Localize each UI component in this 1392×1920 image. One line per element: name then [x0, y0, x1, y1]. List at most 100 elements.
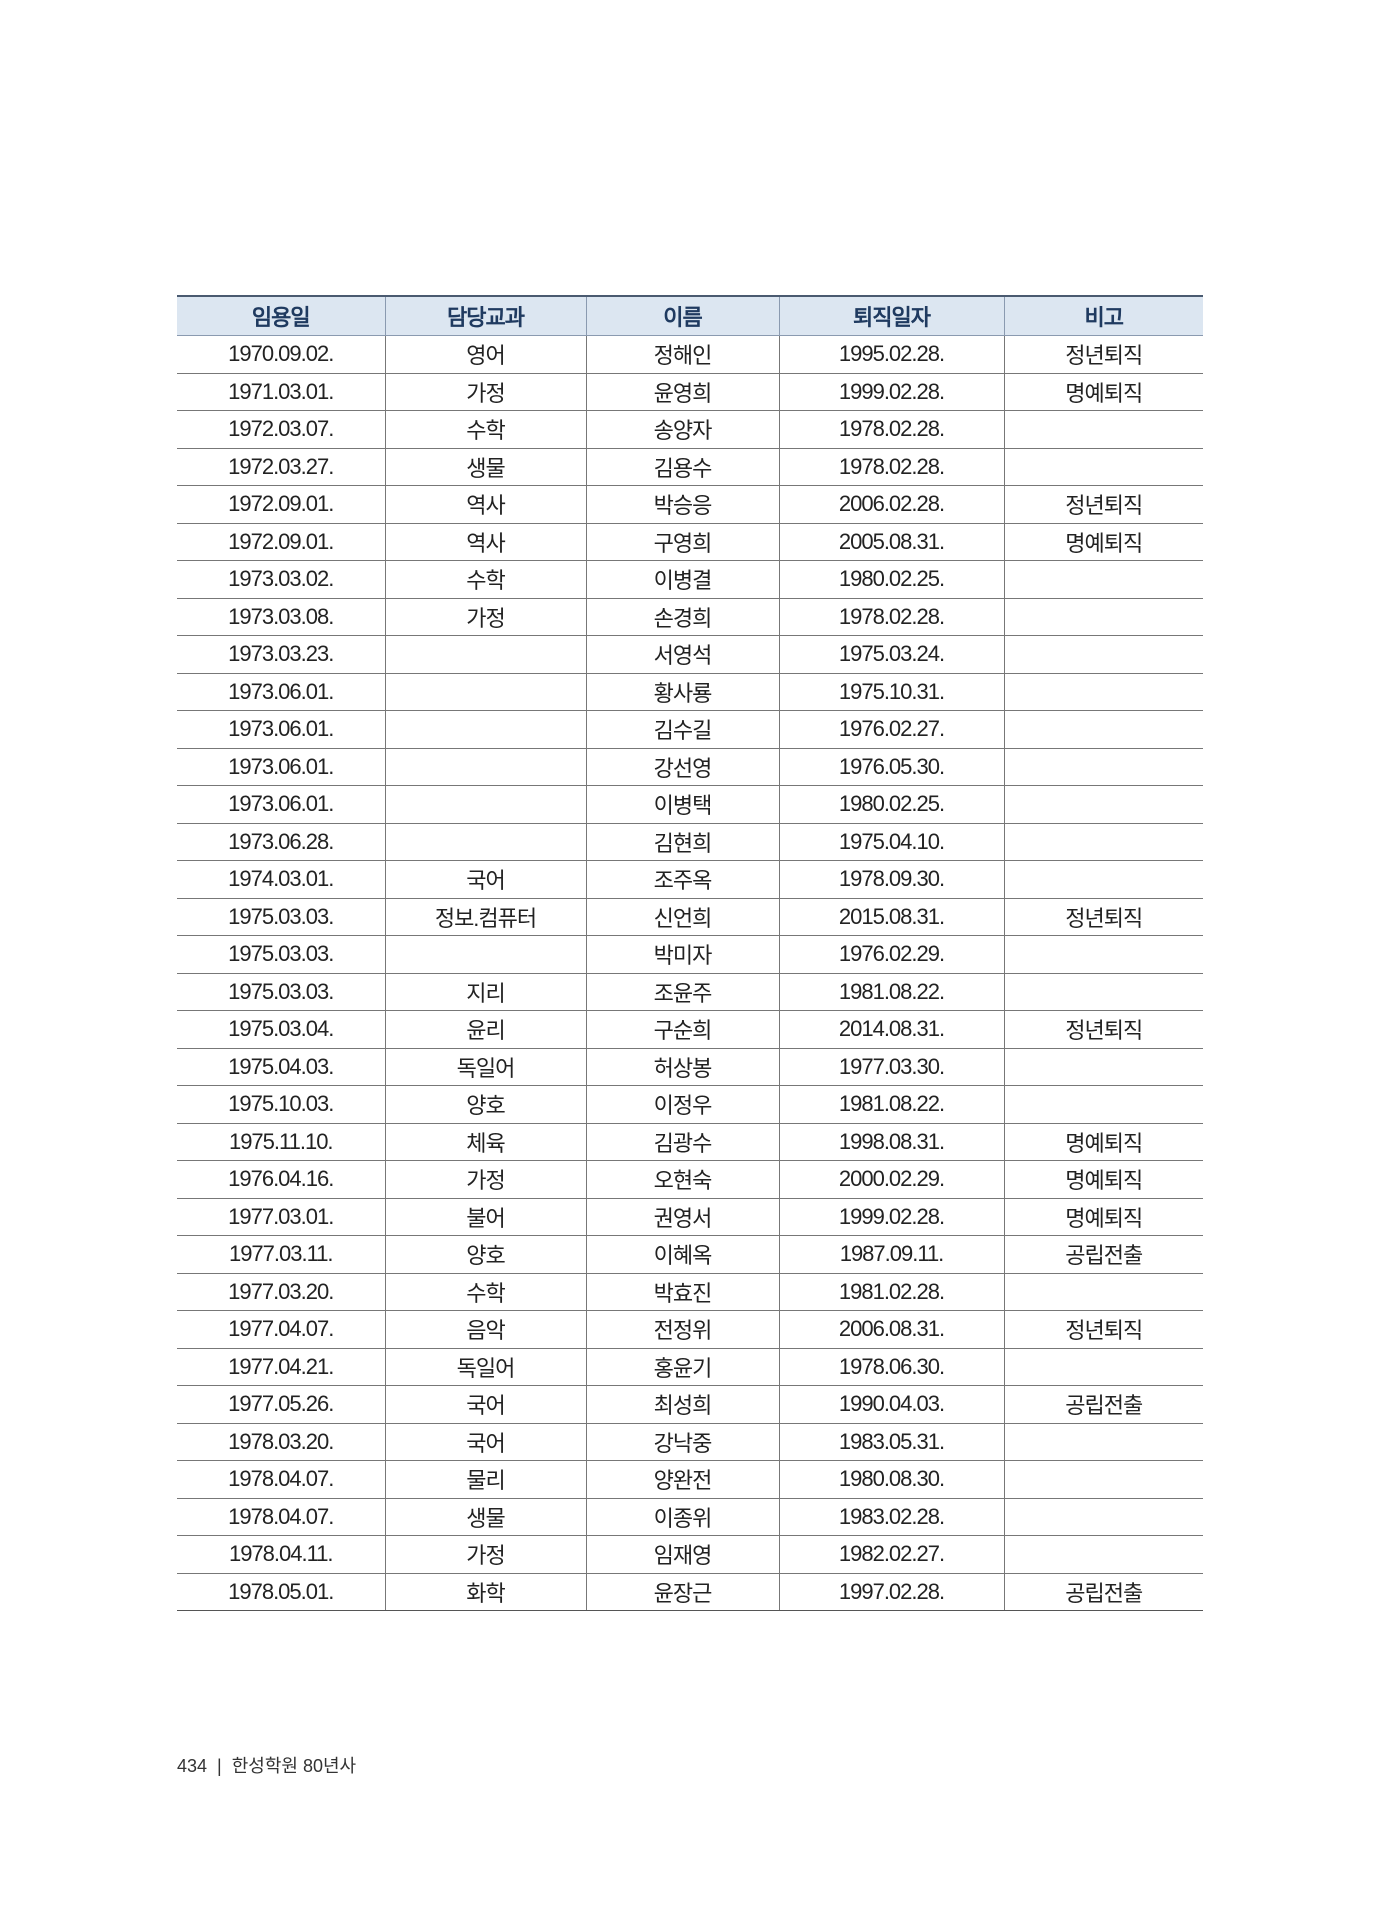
cell-note: 명예퇴직	[1003, 1198, 1203, 1236]
cell-hire-date: 1978.04.07.	[177, 1460, 385, 1499]
cell-name: 윤장근	[585, 1573, 779, 1611]
table-row: 1973.06.28. 김현희 1975.04.10.	[177, 823, 1203, 861]
cell-note: 명예퇴직	[1003, 523, 1203, 561]
cell-name: 오현숙	[585, 1160, 779, 1199]
table-row: 1977.04.21. 독일어 홍윤기 1978.06.30.	[177, 1348, 1203, 1386]
table-row: 1973.06.01. 이병택 1980.02.25.	[177, 785, 1203, 824]
cell-subject: 윤리	[384, 1010, 586, 1049]
cell-name: 송양자	[585, 410, 779, 449]
cell-hire-date: 1973.06.01.	[177, 710, 385, 749]
cell-subject: 역사	[384, 523, 586, 561]
cell-subject: 역사	[384, 485, 586, 524]
cell-name: 이종위	[585, 1498, 779, 1536]
cell-note	[1003, 673, 1203, 711]
cell-note	[1003, 823, 1203, 861]
cell-name: 신언희	[585, 898, 779, 936]
cell-retire-date: 1999.02.28.	[778, 1198, 1004, 1236]
cell-hire-date: 1978.04.07.	[177, 1498, 385, 1536]
cell-note	[1003, 410, 1203, 449]
cell-retire-date: 1975.03.24.	[778, 635, 1004, 674]
cell-subject: 독일어	[384, 1048, 586, 1086]
cell-note: 공립전출	[1003, 1573, 1203, 1611]
table-row: 1976.04.16. 가정 오현숙 2000.02.29. 명예퇴직	[177, 1160, 1203, 1199]
cell-retire-date: 1983.02.28.	[778, 1498, 1004, 1536]
cell-note: 정년퇴직	[1003, 335, 1203, 374]
cell-retire-date: 1976.02.29.	[778, 935, 1004, 974]
cell-name: 박미자	[585, 935, 779, 974]
cell-retire-date: 2006.02.28.	[778, 485, 1004, 524]
cell-subject: 국어	[384, 860, 586, 899]
page-footer: 434 | 한성학원 80년사	[177, 1752, 356, 1778]
cell-retire-date: 1997.02.28.	[778, 1573, 1004, 1611]
cell-name: 정해인	[585, 335, 779, 374]
cell-note	[1003, 1273, 1203, 1311]
cell-hire-date: 1973.06.28.	[177, 823, 385, 861]
cell-hire-date: 1971.03.01.	[177, 373, 385, 411]
cell-retire-date: 1978.02.28.	[778, 598, 1004, 636]
cell-note: 정년퇴직	[1003, 1010, 1203, 1049]
cell-note	[1003, 1535, 1203, 1574]
cell-note	[1003, 1423, 1203, 1461]
column-header-hire-date: 임용일	[177, 295, 385, 336]
table-row: 1972.09.01. 역사 박승응 2006.02.28. 정년퇴직	[177, 485, 1203, 524]
cell-note	[1003, 710, 1203, 749]
table-row: 1974.03.01. 국어 조주옥 1978.09.30.	[177, 860, 1203, 899]
cell-hire-date: 1978.04.11.	[177, 1535, 385, 1574]
cell-name: 구순희	[585, 1010, 779, 1049]
cell-hire-date: 1972.09.01.	[177, 523, 385, 561]
cell-subject: 가정	[384, 1535, 586, 1574]
table-row: 1977.04.07. 음악 전정위 2006.08.31. 정년퇴직	[177, 1310, 1203, 1349]
cell-hire-date: 1977.03.01.	[177, 1198, 385, 1236]
table-row: 1973.06.01. 강선영 1976.05.30.	[177, 748, 1203, 786]
cell-hire-date: 1975.11.10.	[177, 1123, 385, 1161]
cell-retire-date: 1980.02.25.	[778, 560, 1004, 599]
cell-name: 허상봉	[585, 1048, 779, 1086]
table-row: 1973.03.23. 서영석 1975.03.24.	[177, 635, 1203, 674]
cell-retire-date: 1998.08.31.	[778, 1123, 1004, 1161]
cell-name: 홍윤기	[585, 1348, 779, 1386]
cell-subject	[384, 785, 586, 824]
cell-name: 손경희	[585, 598, 779, 636]
cell-name: 이혜옥	[585, 1235, 779, 1274]
cell-hire-date: 1975.04.03.	[177, 1048, 385, 1086]
cell-retire-date: 1981.08.22.	[778, 1085, 1004, 1124]
cell-retire-date: 1995.02.28.	[778, 335, 1004, 374]
cell-retire-date: 1976.05.30.	[778, 748, 1004, 786]
cell-subject: 영어	[384, 335, 586, 374]
cell-hire-date: 1973.03.23.	[177, 635, 385, 674]
cell-subject: 생물	[384, 448, 586, 486]
cell-note	[1003, 598, 1203, 636]
table-row: 1975.03.03. 박미자 1976.02.29.	[177, 935, 1203, 974]
cell-subject: 불어	[384, 1198, 586, 1236]
cell-name: 김광수	[585, 1123, 779, 1161]
cell-note	[1003, 748, 1203, 786]
table-row: 1977.03.01. 불어 권영서 1999.02.28. 명예퇴직	[177, 1198, 1203, 1236]
table-row: 1973.03.08. 가정 손경희 1978.02.28.	[177, 598, 1203, 636]
table-row: 1975.03.04. 윤리 구순희 2014.08.31. 정년퇴직	[177, 1010, 1203, 1049]
cell-subject: 국어	[384, 1385, 586, 1424]
cell-retire-date: 1978.06.30.	[778, 1348, 1004, 1386]
cell-subject: 독일어	[384, 1348, 586, 1386]
cell-hire-date: 1977.04.07.	[177, 1310, 385, 1349]
cell-hire-date: 1974.03.01.	[177, 860, 385, 899]
cell-hire-date: 1977.03.20.	[177, 1273, 385, 1311]
cell-note	[1003, 1085, 1203, 1124]
cell-retire-date: 1978.09.30.	[778, 860, 1004, 899]
cell-hire-date: 1976.04.16.	[177, 1160, 385, 1199]
cell-subject: 가정	[384, 598, 586, 636]
table-row: 1975.10.03. 양호 이정우 1981.08.22.	[177, 1085, 1203, 1124]
cell-note: 정년퇴직	[1003, 898, 1203, 936]
book-title: 한성학원 80년사	[231, 1756, 357, 1776]
cell-name: 김현희	[585, 823, 779, 861]
cell-retire-date: 1980.08.30.	[778, 1460, 1004, 1499]
cell-subject	[384, 823, 586, 861]
cell-name: 이병결	[585, 560, 779, 599]
cell-retire-date: 1982.02.27.	[778, 1535, 1004, 1574]
cell-note	[1003, 785, 1203, 824]
cell-subject: 가정	[384, 373, 586, 411]
cell-subject: 수학	[384, 1273, 586, 1311]
cell-note	[1003, 935, 1203, 974]
cell-retire-date: 2006.08.31.	[778, 1310, 1004, 1349]
cell-name: 서영석	[585, 635, 779, 674]
cell-hire-date: 1975.03.03.	[177, 898, 385, 936]
